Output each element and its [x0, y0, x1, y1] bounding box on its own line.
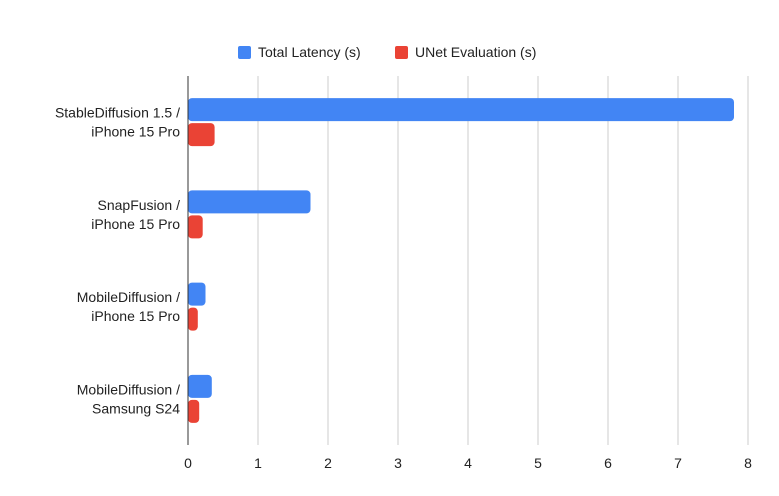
legend: Total Latency (s) UNet Evaluation (s) [238, 44, 536, 60]
category-label: iPhone 15 Pro [91, 124, 180, 140]
x-tick-label: 4 [464, 455, 472, 471]
bar-unet-evaluation [188, 215, 203, 239]
x-tick-label: 0 [184, 455, 192, 471]
axes: 0 1 2 3 4 5 6 7 8 StableDiffusion 1.5 / iPhone 15 … [55, 76, 752, 471]
legend-label-unet-evaluation: UNet Evaluation (s) [415, 44, 536, 60]
bar-unet-evaluation [188, 123, 215, 147]
x-tick-label: 3 [394, 455, 402, 471]
category-label: SnapFusion / [98, 197, 181, 213]
legend-swatch-total-latency [238, 46, 251, 59]
x-tick-label: 5 [534, 455, 542, 471]
x-tick-label: 6 [604, 455, 612, 471]
bar-total-latency [188, 98, 734, 122]
bar-total-latency [188, 374, 212, 398]
bar-unet-evaluation [188, 307, 198, 331]
category-label: MobileDiffusion / [77, 289, 180, 305]
gridlines [257, 76, 749, 445]
x-tick-label: 8 [744, 455, 752, 471]
category-label: MobileDiffusion / [77, 381, 180, 397]
category-label: Samsung S24 [92, 400, 180, 416]
bars [188, 98, 734, 423]
category-label: iPhone 15 Pro [91, 216, 180, 232]
category-label: StableDiffusion 1.5 / [55, 105, 180, 121]
x-tick-label: 7 [674, 455, 682, 471]
x-tick-label: 1 [254, 455, 262, 471]
x-tick-label: 2 [324, 455, 332, 471]
legend-label-total-latency: Total Latency (s) [258, 44, 361, 60]
bar-total-latency [188, 282, 206, 306]
bar-total-latency [188, 190, 311, 214]
legend-swatch-unet-evaluation [395, 46, 408, 59]
bar-unet-evaluation [188, 399, 200, 423]
category-label: iPhone 15 Pro [91, 308, 180, 324]
